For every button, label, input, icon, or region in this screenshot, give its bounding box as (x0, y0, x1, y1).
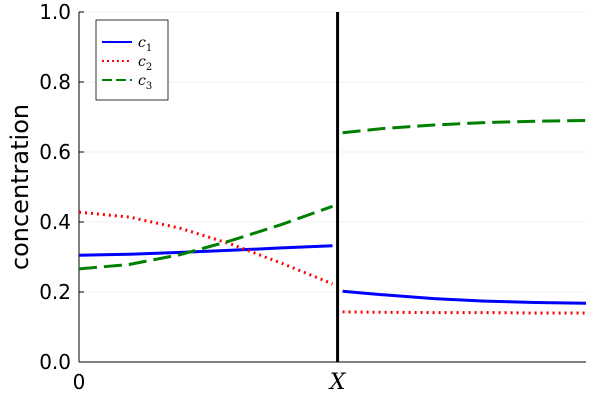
legend-label: c2 (138, 54, 152, 73)
series-layer (78, 119, 587, 315)
y-tick-label: 0.0 (39, 350, 71, 374)
series-c1-line-2 (342, 289, 587, 305)
legend-label-main: c (138, 54, 146, 70)
y-tick-label: 1.0 (39, 0, 71, 24)
series-c3-line-1 (78, 204, 334, 271)
x-tick-label: X (328, 370, 347, 395)
tick-labels: 0.0 0.2 0.4 0.6 0.8 1.0 0 X (39, 0, 347, 395)
legend-label-subscript: 2 (146, 62, 152, 73)
legend-label: c1 (138, 35, 152, 54)
series-c3-line-2 (342, 119, 587, 135)
series-c2-line-1 (78, 210, 334, 286)
y-tick-label: 0.4 (39, 210, 71, 234)
legend-label: c3 (138, 73, 152, 92)
x-tick-label: 0 (73, 370, 86, 394)
legend-box (95, 19, 169, 101)
y-axis-label: concentration (6, 104, 34, 270)
series-c2-line-2 (342, 310, 586, 315)
axes (78, 12, 586, 363)
legend-label-subscript: 1 (146, 43, 152, 54)
series-c1-line-1 (78, 244, 333, 257)
legend-label-subscript: 3 (146, 81, 152, 92)
y-tick-label: 0.8 (39, 70, 71, 94)
y-tick-label: 0.2 (39, 280, 71, 304)
y-tick-label: 0.6 (39, 140, 71, 164)
legend-label-main: c (138, 73, 146, 89)
legend-label-main: c (138, 35, 146, 51)
